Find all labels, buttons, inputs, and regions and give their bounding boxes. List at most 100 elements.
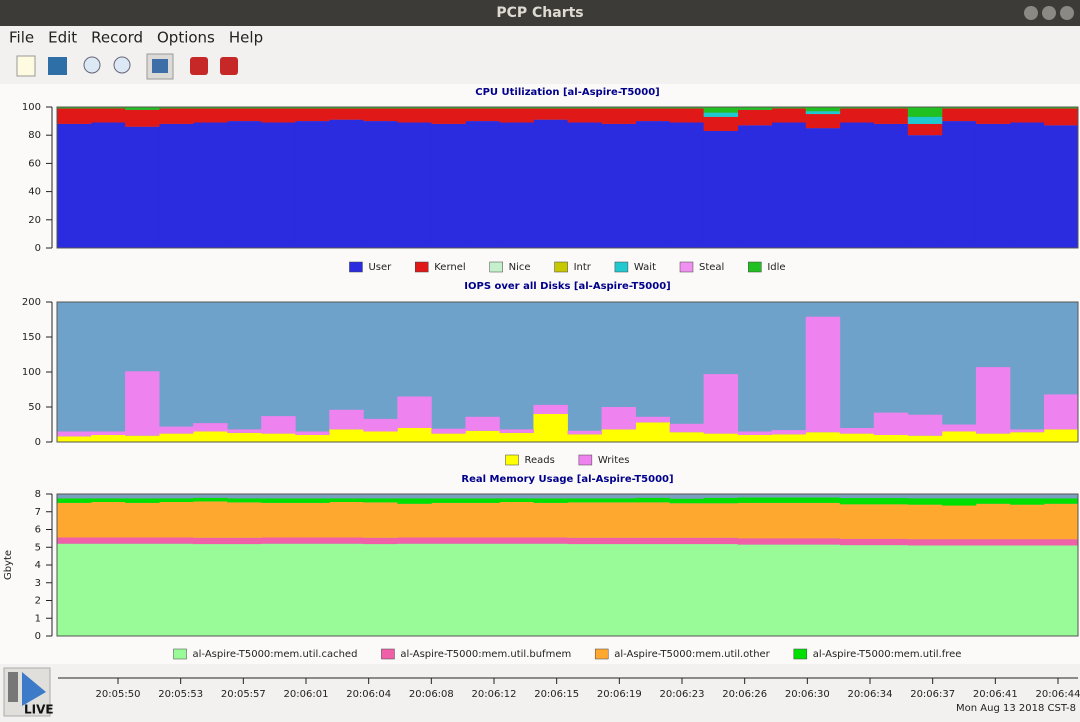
menu-item[interactable]: Options <box>157 29 215 47</box>
area-segment <box>703 112 739 117</box>
area-segment <box>703 503 739 538</box>
area-segment <box>567 108 602 123</box>
area-segment <box>329 107 364 109</box>
y-tick-label: 80 <box>28 130 41 141</box>
area-segment <box>329 119 364 248</box>
area-segment <box>975 107 1011 109</box>
new-button[interactable] <box>16 55 36 77</box>
area-segment <box>907 545 943 636</box>
area-segment <box>941 108 977 122</box>
area-segment <box>737 435 773 442</box>
zoom-in-button[interactable] <box>83 56 101 74</box>
area-segment <box>601 407 636 430</box>
area-segment <box>907 504 943 540</box>
area-segment <box>91 498 126 502</box>
area-segment <box>839 122 875 248</box>
area-segment <box>465 121 500 248</box>
area-segment <box>601 429 636 442</box>
timeline-panel <box>0 664 1080 718</box>
title-bar <box>0 0 1080 26</box>
area-segment <box>261 107 296 109</box>
area-segment <box>227 432 262 442</box>
zoom-out-button[interactable] <box>113 56 131 74</box>
open-button[interactable] <box>48 57 67 75</box>
area-segment <box>499 537 534 544</box>
y-tick-label: 50 <box>28 402 41 413</box>
menu-item[interactable]: Edit <box>48 29 77 47</box>
area-segment <box>261 537 296 544</box>
legend-label: Kernel <box>434 262 465 273</box>
chart-button[interactable] <box>220 57 238 75</box>
area-segment <box>567 502 602 538</box>
area-segment <box>295 543 330 636</box>
legend-swatch <box>173 648 187 660</box>
area-segment <box>703 433 739 442</box>
area-segment <box>907 135 943 248</box>
area-segment <box>533 119 568 248</box>
area-segment <box>465 416 500 431</box>
area-segment <box>329 498 364 502</box>
area-segment <box>567 544 602 636</box>
area-segment <box>397 107 432 109</box>
chart: Real Memory Usage [al-Aspire-T5000] Gbyte… <box>3 474 1079 660</box>
area-segment <box>91 435 126 442</box>
area-segment <box>635 502 670 538</box>
area-segment <box>159 501 194 538</box>
menu-item[interactable]: Help <box>229 29 263 47</box>
menu-item[interactable]: File <box>9 29 34 47</box>
area-segment <box>295 121 330 248</box>
area-segment <box>601 502 636 538</box>
area-segment <box>329 537 364 544</box>
legend-swatch <box>505 454 519 466</box>
area-segment <box>91 107 126 109</box>
area-segment <box>159 426 194 434</box>
y-tick-label: 20 <box>28 215 41 226</box>
area-segment <box>329 409 364 430</box>
record-button[interactable] <box>190 57 208 75</box>
area-segment <box>261 122 296 248</box>
area-segment <box>499 543 534 636</box>
area-segment <box>193 497 228 502</box>
area-segment <box>57 107 92 109</box>
area-segment <box>1043 107 1079 109</box>
area-segment <box>295 537 330 544</box>
chart-title: Real Memory Usage [al-Aspire-T5000] <box>461 474 673 485</box>
timeline-label: 20:05:57 <box>221 689 266 700</box>
area-segment <box>1009 107 1045 109</box>
area-segment <box>737 125 773 248</box>
area-segment <box>465 107 500 109</box>
area-segment <box>193 537 228 545</box>
area-segment <box>159 498 194 502</box>
area-segment <box>941 121 977 248</box>
area-segment <box>431 502 466 538</box>
area-segment <box>771 497 807 503</box>
area-segment <box>805 111 841 115</box>
area-segment <box>431 433 466 442</box>
timeline-label: 20:06:19 <box>597 689 642 700</box>
area-segment <box>601 498 636 503</box>
maximize-button[interactable] <box>1042 6 1056 20</box>
area-segment <box>1043 498 1079 504</box>
area-segment <box>805 538 841 545</box>
area-segment <box>533 543 568 636</box>
legend-label: al-Aspire-T5000:mem.util.free <box>813 649 962 660</box>
area-segment <box>635 537 670 545</box>
area-segment <box>125 498 160 503</box>
timeline-label: 20:06:23 <box>660 689 705 700</box>
area-segment <box>397 537 432 544</box>
minimize-button[interactable] <box>1024 6 1038 20</box>
area-segment <box>737 107 773 110</box>
area-segment <box>227 107 262 109</box>
legend-swatch <box>554 261 568 273</box>
menu-item[interactable]: Record <box>91 29 143 47</box>
area-segment <box>601 123 636 248</box>
area-segment <box>703 544 739 636</box>
area-segment <box>1009 539 1045 546</box>
area-segment <box>703 130 739 248</box>
live-icon-bar <box>8 672 18 702</box>
close-button[interactable] <box>1060 6 1074 20</box>
area-segment <box>873 498 909 505</box>
area-segment <box>737 538 773 545</box>
area-segment <box>1043 108 1079 126</box>
area-segment <box>669 498 705 504</box>
